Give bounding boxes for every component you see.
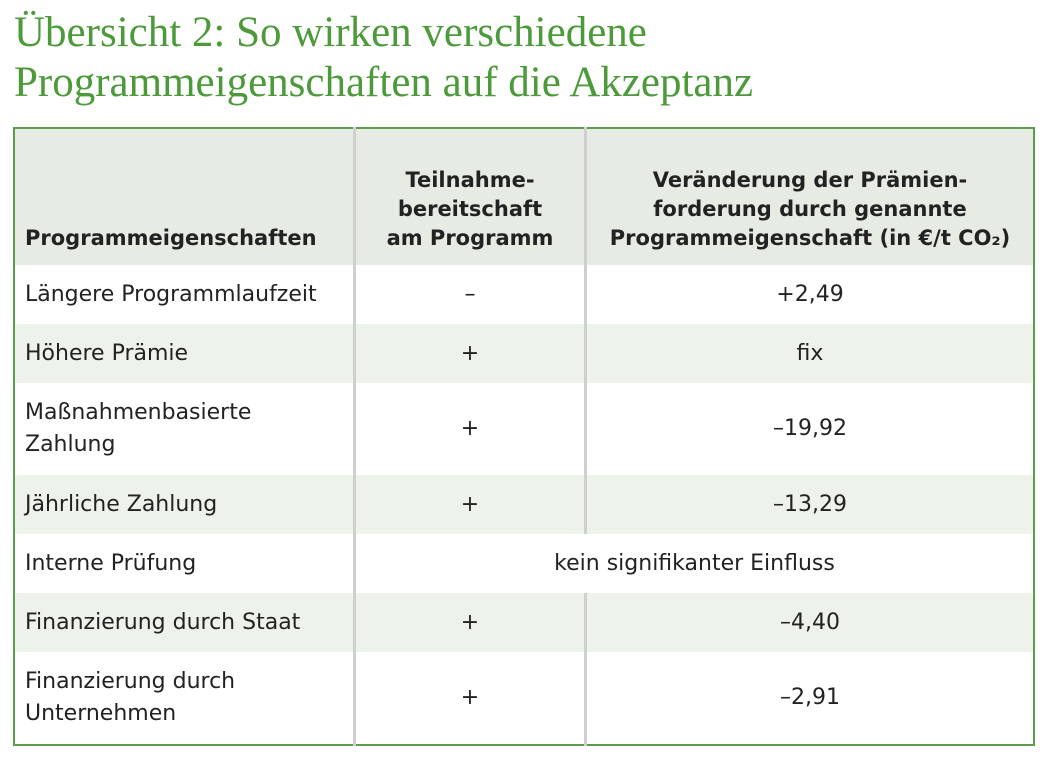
table-cell: Finanzierung durch Staat [14, 593, 355, 652]
table-cell: + [353, 383, 586, 475]
table-row: Längere Programmlaufzeit – +2,49 [14, 265, 1034, 324]
table-cell: –19,92 [584, 383, 1034, 475]
table-row: Finanzierung durch Unternehmen + –2,91 [14, 652, 1034, 745]
table-cell: Finanzierung durch Unternehmen [25, 669, 236, 726]
table-cell: + [353, 652, 586, 745]
table: Programmeigenschaften Teilnahme- bereitsc… [13, 127, 1035, 746]
table-cell: Höhere Prämie [14, 324, 355, 383]
table-row: Höhere Prämie + fix [14, 324, 1034, 383]
table-row: Interne Prüfung kein signifikanter Einflu… [14, 534, 1034, 593]
table-row: Maßnahmenbasierte Zahlung + –19,92 [14, 383, 1034, 475]
table-cell: + [353, 324, 586, 383]
table-cell: Längere Programmlaufzeit [25, 281, 317, 307]
table-cell: Jährliche Zahlung [14, 475, 355, 534]
title: Übersicht 2: So wirken verschiedene Prog… [14, 9, 754, 106]
table-cell: –13,29 [584, 475, 1034, 534]
header-cell: Teilnahme- bereitschaft am Programm [353, 128, 586, 265]
header-row: Programmeigenschaften Teilnahme- bereitsc… [14, 128, 1034, 265]
table-row: Jährliche Zahlung + –13,29 [14, 475, 1034, 534]
table-cell: –4,40 [584, 593, 1034, 652]
table-header: Programmeigenschaften Teilnahme- bereitsc… [14, 128, 1034, 265]
table-cell: +2,49 [584, 265, 1034, 324]
table-cell: Maßnahmenbasierte Zahlung [25, 400, 252, 457]
table-cell: fix [584, 324, 1034, 383]
table-body: Längere Programmlaufzeit – +2,49 Höhere Prä… [14, 265, 1034, 745]
table-cell: + [353, 475, 586, 534]
table-row: Finanzierung durch Staat + –4,40 [14, 593, 1034, 652]
table-cell: kein signifikanter Einfluss [353, 534, 1034, 593]
table-cell: Interne Prüfung [25, 550, 197, 576]
table-cell: –2,91 [584, 652, 1034, 745]
table-cell: – [353, 265, 586, 324]
header-cell: Programmeigenschaften [14, 128, 355, 265]
table-cell: + [353, 593, 586, 652]
header-cell: Veränderung der Prämien- forderung durch… [584, 128, 1034, 265]
